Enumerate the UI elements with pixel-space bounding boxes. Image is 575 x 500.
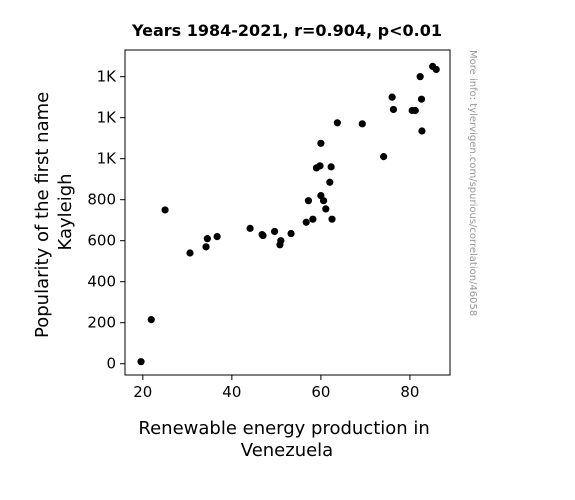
data-point: [317, 139, 325, 147]
data-point: [416, 73, 424, 81]
plot-area-frame: [124, 49, 451, 376]
data-point: [326, 178, 334, 186]
y-axis-label-line-2: Kayleigh: [55, 173, 76, 250]
x-axis-label-line-1: Renewable energy production in: [138, 418, 429, 439]
x-tick-label: 80: [400, 383, 419, 401]
data-point: [259, 231, 267, 240]
data-point: [161, 206, 169, 214]
y-tick-label: 600: [87, 232, 116, 250]
data-point: [203, 235, 211, 243]
y-tick-label: 200: [87, 314, 116, 332]
data-point: [432, 65, 440, 74]
data-point: [277, 237, 285, 245]
y-tick-label: 1K: [97, 68, 118, 86]
data-point: [388, 93, 396, 101]
data-points: [137, 62, 440, 366]
data-point: [246, 224, 254, 232]
data-point: [213, 232, 221, 241]
y-axis-label-line-1: Popularity of the first name: [32, 92, 53, 338]
x-tick-label: 60: [311, 383, 330, 401]
watermark: More info: tylervigen.com/spurious/corre…: [467, 50, 478, 316]
x-axis-label: Renewable energy production in Venezuela: [138, 418, 435, 461]
data-point: [202, 243, 210, 251]
data-point: [304, 197, 313, 205]
data-point: [186, 249, 194, 257]
data-point: [309, 215, 317, 223]
y-axis: 0 200 400 600 800 1K 1K 1K: [87, 68, 125, 373]
y-tick-label: 1K: [97, 109, 118, 127]
data-point: [328, 215, 336, 223]
data-point: [287, 229, 295, 238]
data-point: [418, 127, 426, 135]
y-tick-label: 0: [106, 355, 116, 373]
y-tick-label: 1K: [97, 150, 118, 168]
x-axis-label-line-2: Venezuela: [241, 440, 333, 461]
y-tick-label: 800: [87, 191, 116, 209]
data-point: [333, 119, 341, 127]
x-tick-label: 40: [222, 383, 241, 401]
y-axis-label: Popularity of the first name Kayleigh: [32, 86, 76, 338]
data-point: [358, 120, 366, 128]
x-tick-label: 20: [133, 383, 152, 401]
data-point: [322, 205, 330, 213]
y-tick-label: 400: [87, 273, 116, 291]
data-point: [389, 105, 398, 114]
data-point: [380, 153, 388, 161]
data-point: [327, 163, 335, 171]
data-point: [417, 95, 426, 103]
x-axis: 20 40 60 80: [133, 375, 419, 401]
data-point: [302, 218, 310, 226]
data-point: [147, 316, 155, 324]
chart-title: Years 1984-2021, r=0.904, p<0.01: [131, 21, 442, 40]
data-point: [316, 162, 324, 170]
data-point: [270, 227, 279, 236]
data-point: [411, 106, 419, 115]
data-point: [137, 358, 145, 366]
data-point: [319, 197, 328, 205]
